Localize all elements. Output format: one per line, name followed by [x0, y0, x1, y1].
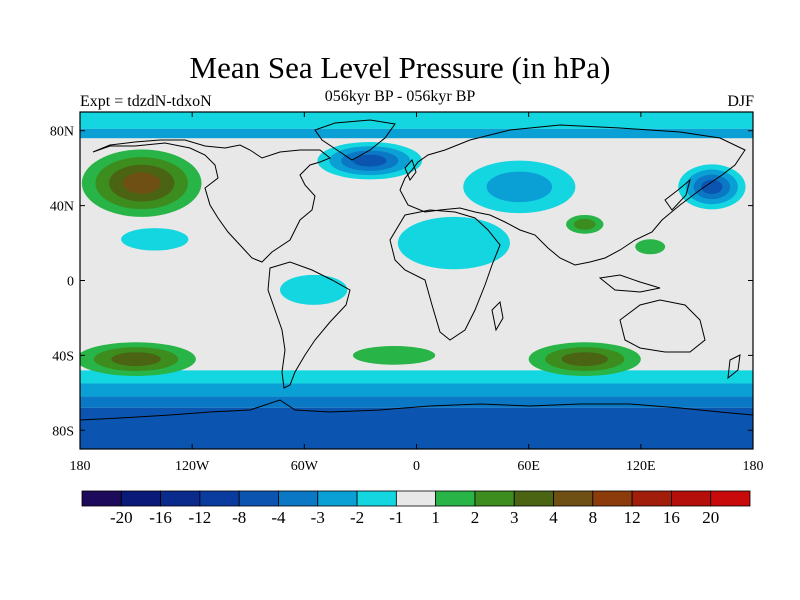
contour-field: [80, 112, 753, 449]
x-tick-label: 120W: [175, 459, 210, 474]
colorbar-label: -16: [149, 508, 172, 527]
colorbar-label: 1: [431, 508, 440, 527]
colorbar-swatch: [474, 490, 515, 507]
y-tick-label: 0: [67, 275, 74, 290]
colorbar-swatch: [278, 490, 319, 507]
colorbar-label: -4: [271, 508, 286, 527]
colorbar-label: 4: [549, 508, 558, 527]
colorbar-label: -1: [389, 508, 403, 527]
colorbar-swatch: [356, 490, 397, 507]
colorbar-swatch: [435, 490, 476, 507]
colorbar-label: 16: [663, 508, 680, 527]
africa-low-level-0: [397, 216, 510, 270]
colorbar-swatch: [160, 490, 201, 507]
colorbar-swatch: [238, 490, 279, 507]
colorbar-label: -2: [350, 508, 364, 527]
colorbar-label: 8: [589, 508, 598, 527]
southern-band-3: [80, 407, 753, 449]
x-tick-label: 180: [743, 459, 764, 474]
colorbar-swatch: [592, 490, 633, 507]
colorbar-label: -3: [311, 508, 325, 527]
coastlines: [80, 119, 753, 421]
y-tick-label: 40S: [52, 349, 74, 364]
colorbar-label: -8: [232, 508, 246, 527]
tibet-high-level-1: [573, 218, 596, 230]
x-axis: 180 120W 60W 0 60E 120E 180: [70, 112, 764, 474]
x-tick-label: 0: [413, 459, 420, 474]
chart-subtitle: 056kyr BP - 056kyr BP: [324, 88, 476, 105]
colorbar-swatch: [120, 490, 161, 507]
colorbar-label: -12: [189, 508, 212, 527]
colorbar-swatch: [553, 490, 594, 507]
north-atlantic-low-level-3: [353, 154, 387, 167]
colorbar-label: 20: [702, 508, 719, 527]
x-tick-label: 120E: [626, 459, 656, 474]
colorbar-swatch: [513, 490, 554, 507]
south-pacific-high-level-2: [111, 352, 161, 367]
east-pacific-low-level-0: [121, 228, 189, 251]
south-indian-high-level-2: [561, 352, 608, 367]
colorbar-swatch: [317, 490, 358, 507]
y-tick-label: 80S: [52, 424, 74, 439]
colorbar-label: 3: [510, 508, 519, 527]
north-pacific-west-low-level-3: [701, 179, 723, 195]
x-tick-label: 60E: [517, 459, 540, 474]
y-axis: 80N 40N 0 40S 80S: [50, 125, 753, 439]
south-atlantic-high-level-0: [352, 346, 436, 365]
eurasia-low-level-1: [486, 171, 553, 203]
colorbar-swatch: [81, 490, 122, 507]
chart-title: Mean Sea Level Pressure (in hPa): [189, 50, 611, 85]
colorbar-label: 2: [471, 508, 480, 527]
colorbar-label: 12: [624, 508, 641, 527]
colorbar-swatch: [631, 490, 672, 507]
experiment-label: Expt = tdzdN-tdxoN: [80, 93, 212, 110]
y-tick-label: 40N: [50, 200, 74, 215]
x-tick-label: 180: [70, 459, 91, 474]
southern-band-1: [80, 383, 753, 397]
colorbar-swatch: [395, 490, 437, 507]
x-tick-label: 60W: [291, 459, 319, 474]
colorbar: -20 -16 -12 -8 -4 -3 -2 -1 1 2 3 4 8 12 16 20: [81, 490, 751, 527]
y-tick-label: 80N: [50, 125, 74, 140]
colorbar-swatch: [199, 490, 240, 507]
colorbar-label: -20: [110, 508, 133, 527]
indonesia-high-level-0: [635, 239, 666, 255]
colorbar-swatch: [671, 490, 712, 507]
arctic-band-0: [80, 112, 753, 129]
colorbar-swatch: [710, 490, 751, 507]
north-pacific-high-level-3: [122, 172, 161, 194]
southern-band-0: [80, 370, 753, 384]
arctic-band-1: [80, 128, 753, 139]
season-label: DJF: [727, 93, 754, 110]
south-america-low-level-0: [280, 274, 348, 305]
southern-band-2: [80, 396, 753, 408]
